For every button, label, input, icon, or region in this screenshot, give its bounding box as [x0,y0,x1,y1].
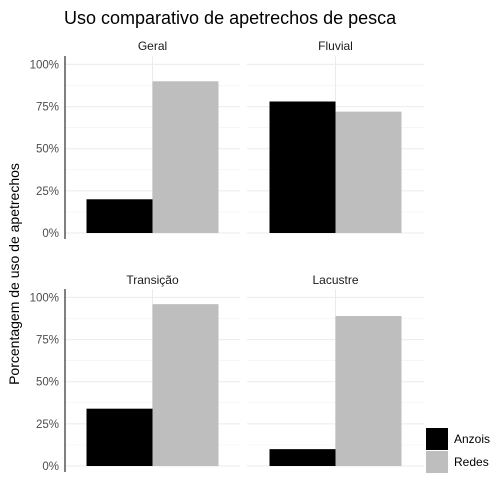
y-tick-label: 100% [30,292,59,304]
y-tick-label: 75% [36,335,59,347]
panel-2: Fluvial [247,39,424,234]
legend-key-anzois [426,428,448,450]
bar-anzois-2 [269,101,336,233]
y-tick-label: 50% [36,377,59,389]
y-tick-label: 100% [30,59,59,71]
y-tick-label: 50% [36,144,59,156]
legend-key-redes [426,451,448,473]
chart-title: Uso comparativo de apetrechos de pesca [64,8,397,28]
panel-1: Geral 0% 25% 50% 75% 100% [30,39,240,240]
bar-redes-3 [152,304,219,466]
bar-anzois-1 [86,199,153,233]
bar-redes-2 [335,111,402,233]
bar-anzois-3 [86,408,153,466]
legend-label-anzois: Anzois [454,432,490,446]
facet-panels: Geral 0% 25% 50% 75% 100% Fluvial Transição 0% 25… [30,39,424,473]
panel-3: Transição 0% 25% 50% 75% 100% [30,273,240,473]
y-tick-label: 25% [36,419,59,431]
legend-label-redes: Redes [454,455,489,469]
legend: Anzois Redes [426,428,490,473]
facet-label: Geral [138,39,167,53]
facet-label: Transição [126,273,179,287]
bar-anzois-4 [269,449,336,466]
bar-redes-4 [335,315,402,466]
facet-label: Lacustre [312,273,358,287]
panel-4: Lacustre [247,273,424,467]
y-tick-label: 0% [42,461,59,473]
y-tick-label: 75% [36,102,59,114]
bar-redes-1 [152,81,219,234]
y-tick-label: 0% [42,228,59,240]
y-tick-label: 25% [36,186,59,198]
y-axis-label: Porcentagem de uso de apetrechos [6,163,22,385]
facet-label: Fluvial [318,39,353,53]
